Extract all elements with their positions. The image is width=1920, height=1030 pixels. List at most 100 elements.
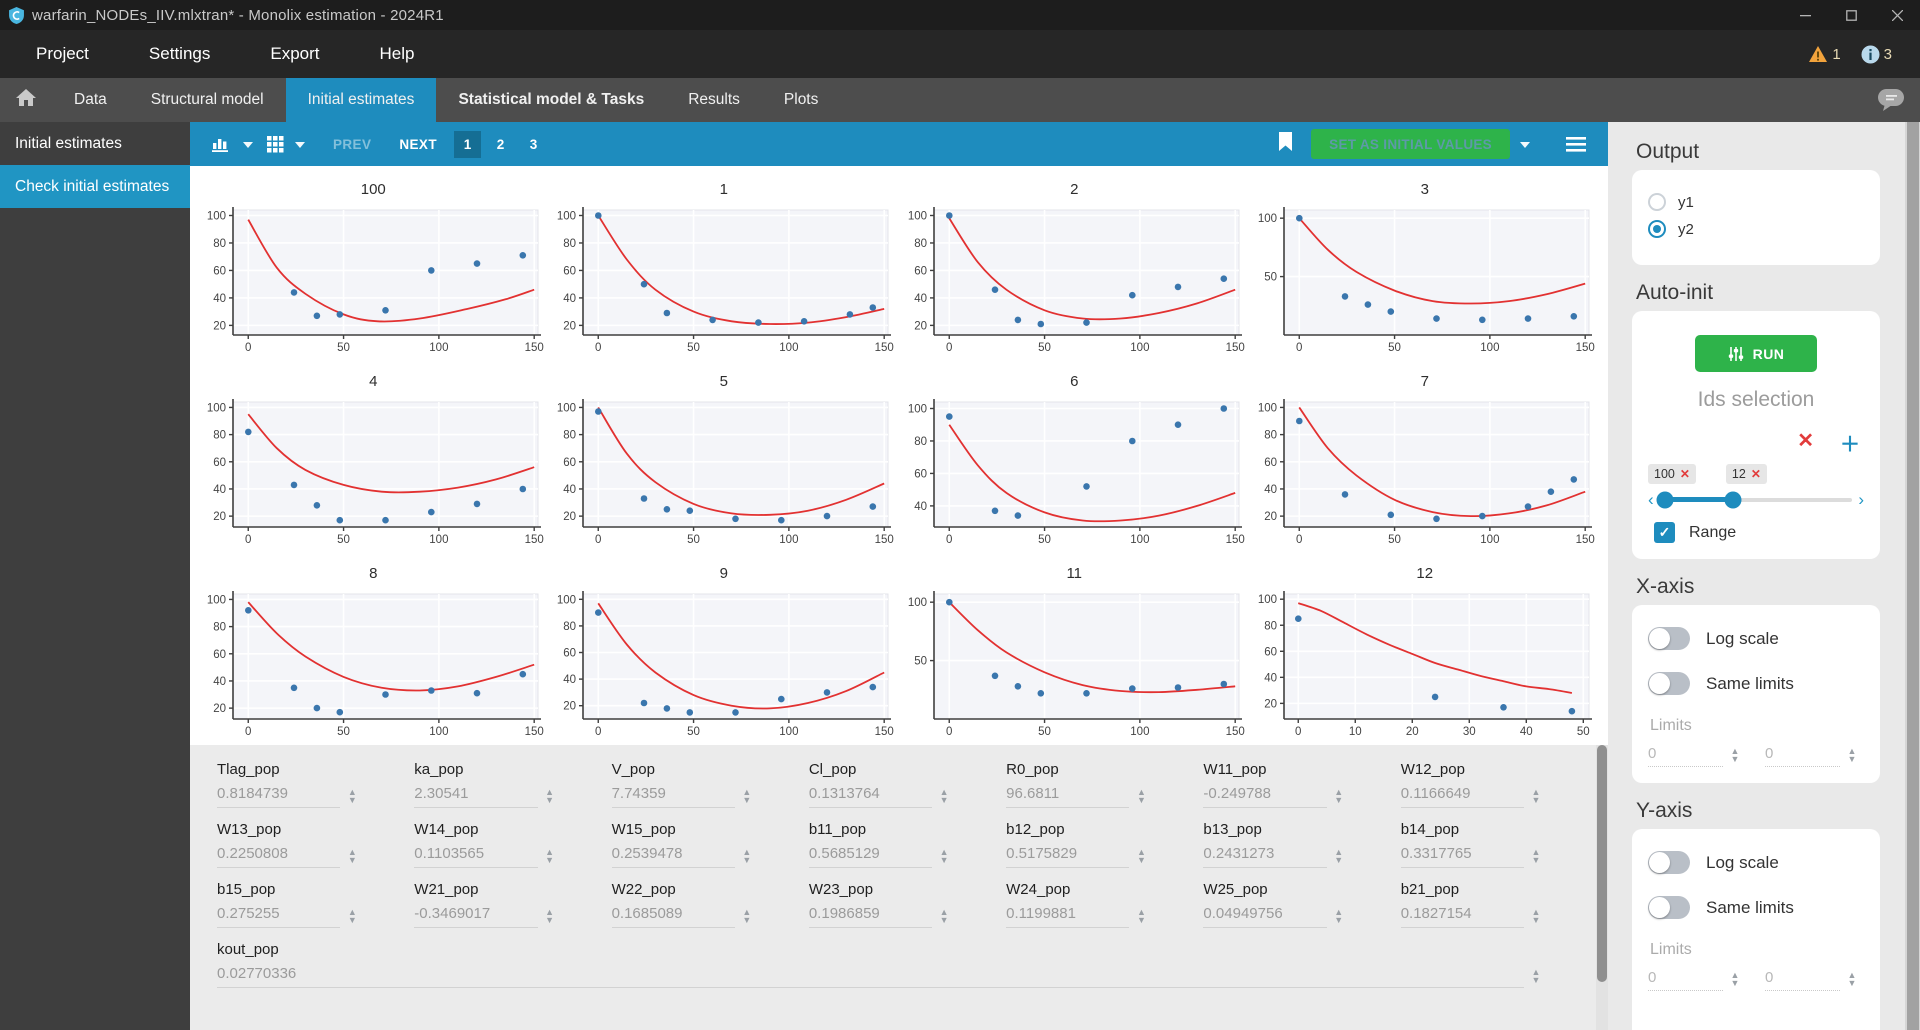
xaxis-min-spinner[interactable]: ▲ ▼ [1723, 747, 1747, 767]
yaxis-min-input[interactable] [1648, 969, 1723, 991]
tab-data[interactable]: Data [74, 91, 107, 108]
spinner-up-icon[interactable]: ▲ [1531, 967, 1541, 977]
spinner-up-icon[interactable]: ▲ [1334, 847, 1344, 857]
param-value-input[interactable]: 0.5175829 [1006, 845, 1130, 868]
plot-individual-11[interactable]: 11 50 100 0 50 100 150 [899, 554, 1250, 746]
remove-ids-icon[interactable]: ✕ [1797, 430, 1814, 452]
spinner-down-icon[interactable]: ▼ [1531, 855, 1541, 865]
next-button[interactable]: NEXT [399, 136, 437, 152]
xaxis-max-spinner[interactable]: ▲ ▼ [1840, 747, 1864, 767]
param-value-input[interactable]: -0.3469017 [414, 905, 538, 928]
sidebar-scrollbar-thumb[interactable] [1906, 122, 1919, 1030]
spinner-up-icon[interactable]: ▲ [1136, 847, 1146, 857]
param-spinner[interactable]: ▲ ▼ [538, 908, 562, 928]
param-value-input[interactable]: 0.1685089 [611, 905, 735, 928]
sidebar-item-check-initial-estimates[interactable]: Check initial estimates [0, 165, 190, 208]
param-spinner[interactable]: ▲ ▼ [1524, 848, 1548, 868]
spinner-down-icon[interactable]: ▼ [1730, 754, 1740, 764]
spinner-up-icon[interactable]: ▲ [742, 847, 752, 857]
spinner-down-icon[interactable]: ▼ [347, 855, 357, 865]
yaxis-log-toggle[interactable] [1648, 851, 1690, 874]
spinner-up-icon[interactable]: ▲ [1531, 787, 1541, 797]
spinner-up-icon[interactable]: ▲ [1334, 907, 1344, 917]
param-value-input[interactable]: 0.02770336 [217, 965, 1524, 988]
chat-icon[interactable] [1876, 86, 1906, 117]
plot-individual-100[interactable]: 100 20 40 60 80 100 0 50 100 150 [198, 170, 549, 362]
param-spinner[interactable]: ▲ ▼ [1129, 848, 1153, 868]
param-value-input[interactable]: 2.30541 [414, 785, 538, 808]
params-scrollbar[interactable] [1596, 745, 1608, 1030]
spinner-up-icon[interactable]: ▲ [742, 907, 752, 917]
param-spinner[interactable]: ▲ ▼ [1524, 908, 1548, 928]
param-value-input[interactable]: 7.74359 [611, 785, 735, 808]
param-spinner[interactable]: ▲ ▼ [340, 788, 364, 808]
param-spinner[interactable]: ▲ ▼ [932, 848, 956, 868]
chevron-down-icon[interactable] [243, 142, 253, 148]
param-value-input[interactable]: 0.1313764 [808, 785, 933, 808]
tab-statistical-model-tasks[interactable]: Statistical model & Tasks [458, 91, 645, 108]
bookmark-icon[interactable] [1278, 132, 1293, 156]
plot-individual-1[interactable]: 1 20 40 60 80 100 0 50 100 150 [549, 170, 900, 362]
spinner-down-icon[interactable]: ▼ [939, 855, 949, 865]
param-spinner[interactable]: ▲ ▼ [1327, 788, 1351, 808]
param-value-input[interactable]: 0.2250808 [217, 845, 341, 868]
spinner-up-icon[interactable]: ▲ [939, 907, 949, 917]
remove-tag-icon[interactable]: ✕ [1750, 467, 1761, 481]
spinner-down-icon[interactable]: ▼ [545, 795, 555, 805]
spinner-down-icon[interactable]: ▼ [1531, 975, 1541, 985]
menu-item-help[interactable]: Help [379, 44, 415, 63]
set-as-initial-values-button[interactable]: SET AS INITIAL VALUES [1311, 129, 1510, 159]
param-value-input[interactable]: 96.6811 [1006, 785, 1130, 808]
param-spinner[interactable]: ▲ ▼ [735, 788, 759, 808]
spinner-up-icon[interactable]: ▲ [1531, 907, 1541, 917]
spinner-down-icon[interactable]: ▼ [1847, 754, 1857, 764]
params-scrollbar-thumb[interactable] [1597, 745, 1607, 982]
spinner-down-icon[interactable]: ▼ [1136, 855, 1146, 865]
spinner-down-icon[interactable]: ▼ [545, 915, 555, 925]
param-value-input[interactable]: 0.275255 [217, 905, 341, 928]
plot-individual-2[interactable]: 2 20 40 60 80 100 0 50 100 150 [899, 170, 1250, 362]
spinner-down-icon[interactable]: ▼ [742, 795, 752, 805]
sidebar-scrollbar[interactable] [1905, 122, 1920, 1030]
range-checkbox[interactable]: ✓ [1654, 522, 1675, 543]
chevron-left-icon[interactable]: ‹ [1648, 490, 1654, 509]
close-button[interactable] [1874, 0, 1920, 30]
id-chip-100[interactable]: 100 ✕ [1648, 464, 1696, 484]
radio-y1[interactable] [1648, 193, 1666, 211]
param-spinner[interactable]: ▲ ▼ [340, 848, 364, 868]
param-value-input[interactable]: 0.1199881 [1006, 905, 1130, 928]
home-tab[interactable] [0, 78, 52, 122]
spinner-down-icon[interactable]: ▼ [347, 795, 357, 805]
xaxis-same-limits-toggle[interactable] [1648, 672, 1690, 695]
param-spinner[interactable]: ▲ ▼ [932, 788, 956, 808]
menu-item-project[interactable]: Project [36, 44, 89, 63]
param-spinner[interactable]: ▲ ▼ [735, 848, 759, 868]
spinner-up-icon[interactable]: ▲ [939, 847, 949, 857]
spinner-down-icon[interactable]: ▼ [1730, 978, 1740, 988]
param-value-input[interactable]: 0.3317765 [1400, 845, 1524, 868]
param-value-input[interactable]: 0.1986859 [808, 905, 933, 928]
param-spinner[interactable]: ▲ ▼ [1129, 908, 1153, 928]
chart-type-icon[interactable] [212, 136, 232, 152]
tab-results[interactable]: Results [688, 91, 740, 108]
spinner-up-icon[interactable]: ▲ [545, 847, 555, 857]
spinner-up-icon[interactable]: ▲ [1847, 970, 1857, 980]
yaxis-min-spinner[interactable]: ▲ ▼ [1723, 971, 1747, 991]
param-value-input[interactable]: 0.1827154 [1400, 905, 1524, 928]
param-value-input[interactable]: 0.1166649 [1400, 785, 1524, 808]
tab-plots[interactable]: Plots [783, 91, 819, 108]
spinner-up-icon[interactable]: ▲ [939, 787, 949, 797]
param-value-input[interactable]: 0.1103565 [414, 845, 538, 868]
param-value-input[interactable]: 0.8184739 [217, 785, 341, 808]
spinner-down-icon[interactable]: ▼ [1334, 795, 1344, 805]
plot-individual-6[interactable]: 6 40 60 80 100 0 50 100 150 [899, 362, 1250, 554]
prev-button[interactable]: PREV [333, 136, 372, 152]
param-spinner[interactable]: ▲ ▼ [1524, 788, 1548, 808]
plot-individual-7[interactable]: 7 20 40 60 80 100 0 50 100 150 [1250, 362, 1601, 554]
spinner-down-icon[interactable]: ▼ [742, 915, 752, 925]
page-button-1[interactable]: 1 [453, 130, 481, 158]
spinner-down-icon[interactable]: ▼ [1531, 795, 1541, 805]
param-value-input[interactable]: 0.2539478 [611, 845, 735, 868]
add-ids-icon[interactable]: ＋ [1840, 434, 1860, 456]
spinner-up-icon[interactable]: ▲ [742, 787, 752, 797]
